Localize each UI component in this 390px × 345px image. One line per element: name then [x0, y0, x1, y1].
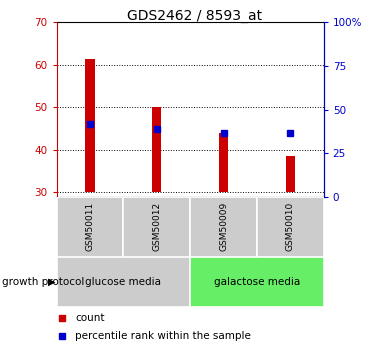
Bar: [57, 197, 123, 257]
Bar: [85, 59, 95, 193]
Bar: [152, 107, 161, 193]
Text: GSM50009: GSM50009: [219, 202, 228, 252]
Bar: [190, 197, 257, 257]
Text: GDS2462 / 8593_at: GDS2462 / 8593_at: [128, 9, 262, 23]
Text: growth protocol: growth protocol: [2, 277, 84, 287]
Text: GSM50012: GSM50012: [152, 202, 161, 252]
Text: GSM50010: GSM50010: [286, 202, 295, 252]
Bar: [285, 156, 295, 193]
Text: percentile rank within the sample: percentile rank within the sample: [75, 331, 251, 341]
Text: glucose media: glucose media: [85, 277, 161, 287]
Bar: [257, 197, 324, 257]
Text: ▶: ▶: [48, 277, 56, 287]
Bar: [123, 197, 190, 257]
Bar: [219, 133, 228, 193]
Bar: [190, 257, 324, 307]
Text: count: count: [75, 314, 105, 323]
Bar: [57, 257, 190, 307]
Text: GSM50011: GSM50011: [85, 202, 94, 252]
Text: galactose media: galactose media: [214, 277, 300, 287]
